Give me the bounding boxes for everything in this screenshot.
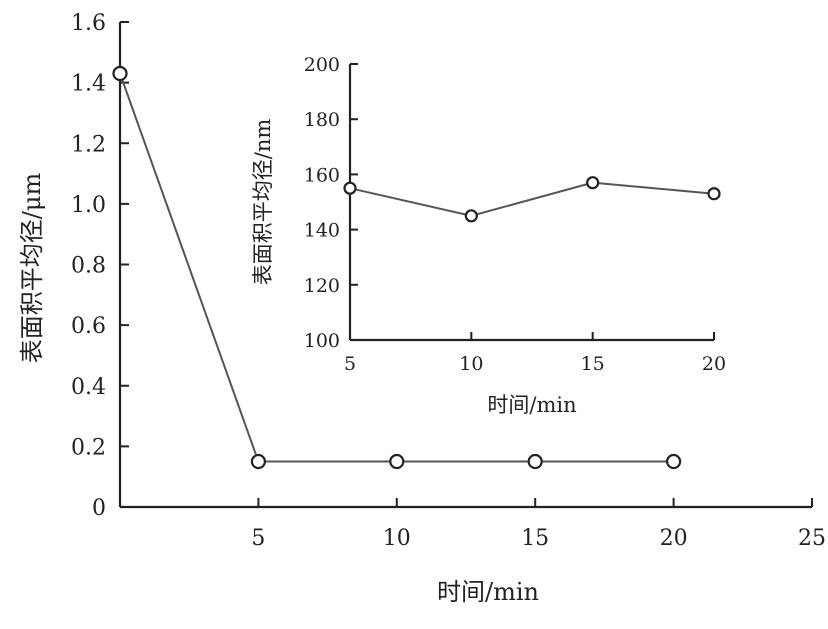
- main-x-tick-label: 25: [798, 526, 826, 551]
- main-data-point: [250, 453, 266, 470]
- main-y-tick-label: 0.4: [71, 375, 106, 400]
- main-x-tick-label: 15: [521, 526, 549, 551]
- main-data-point: [112, 65, 128, 82]
- inset-x-tick-label: 5: [344, 353, 356, 375]
- main-y-tick-label: 0.8: [71, 254, 106, 279]
- main-y-tick-label: 1.4: [71, 72, 106, 97]
- inset-y-axis-title: 表面积平均径/nm: [251, 119, 275, 286]
- inset-y-tick-label: 180: [304, 109, 340, 131]
- inset-y-tick-label: 160: [304, 164, 340, 186]
- inset-series-line: [349, 181, 715, 217]
- main-data-point: [665, 453, 682, 470]
- main-x-axis-title: 时间/min: [437, 578, 539, 606]
- inset-data-point: [464, 209, 478, 223]
- inset-x-tick-label: 15: [581, 353, 605, 375]
- inset-x-tick-label: 20: [702, 353, 726, 375]
- inset-y-tick-label: 200: [304, 54, 340, 76]
- main-y-tick-label: 0.6: [71, 314, 106, 339]
- inset-data-point: [343, 181, 357, 195]
- main-y-axis-title: 表面积平均径/μm: [18, 173, 46, 364]
- inset-y-tick-label: 140: [304, 220, 340, 242]
- main-chart: 0 0.2 0.4 0.6 0.8 1.0 1.2 1.4 1.6 5 10 15 20 25 时间/min…: [18, 11, 826, 606]
- main-data-point: [527, 453, 543, 470]
- main-data-point: [389, 453, 405, 470]
- main-y-tick-label: 1.0: [71, 193, 106, 218]
- inset-data-point: [707, 187, 721, 201]
- inset-y-tick-label: 100: [304, 330, 340, 352]
- main-y-tick-label: 0.2: [71, 435, 106, 460]
- inset-x-tick-label: 10: [459, 353, 483, 375]
- main-x-tick-label: 5: [251, 526, 265, 551]
- main-x-tick-label: 20: [660, 526, 688, 551]
- main-y-tick-label: 1.2: [71, 132, 106, 157]
- main-y-tick-label: 1.6: [71, 11, 106, 36]
- inset-x-axis-title: 时间/min: [487, 393, 576, 417]
- main-x-tick-label: 10: [383, 526, 411, 551]
- main-series-line: [119, 73, 674, 463]
- inset-y-tick-label: 120: [304, 275, 340, 297]
- main-y-tick-label: 0: [92, 496, 106, 521]
- inset-chart: 100 120 140 160 180 200 5 10 15 20 时间/min 表面积平均径/nm: [251, 54, 726, 417]
- inset-data-point: [586, 176, 600, 190]
